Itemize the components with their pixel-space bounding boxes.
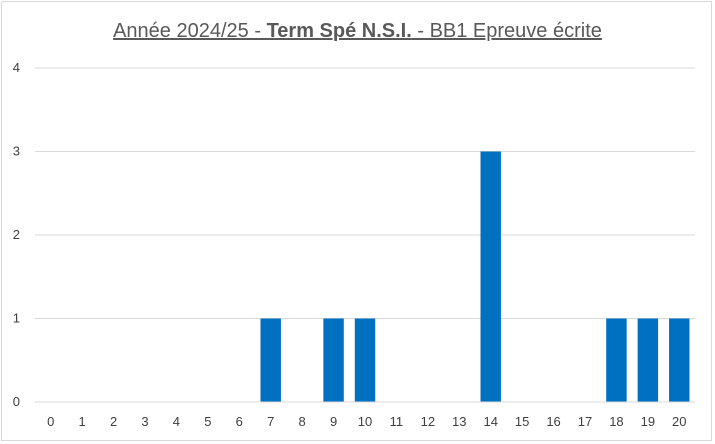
- x-tick-label: 19: [641, 414, 655, 429]
- x-tick-label: 18: [609, 414, 623, 429]
- bar: [637, 318, 659, 402]
- x-tick-label: 5: [204, 414, 211, 429]
- y-tick-label: 2: [13, 227, 20, 242]
- x-tick-label: 1: [79, 414, 86, 429]
- x-tick-label: 16: [546, 414, 560, 429]
- x-tick-label: 11: [390, 414, 404, 429]
- bar: [260, 318, 281, 402]
- bar: [323, 318, 344, 402]
- y-tick-label: 3: [13, 144, 20, 159]
- bar: [480, 151, 501, 402]
- chart-title-suffix: - BB1 Epreuve écrite: [411, 20, 602, 42]
- x-tick-label: 6: [236, 414, 243, 429]
- chart-title-bold: Term Spé N.S.I.: [266, 20, 412, 42]
- x-tick-label: 14: [483, 414, 497, 429]
- bar: [669, 318, 690, 402]
- x-tick-label: 9: [330, 414, 337, 429]
- y-tick-label: 0: [13, 394, 20, 409]
- x-tick-label: 15: [515, 414, 529, 429]
- bar: [354, 318, 376, 402]
- gridlines: [35, 67, 695, 319]
- x-tick-label: 13: [452, 414, 466, 429]
- chart-title-prefix: Année 2024/25 -: [113, 20, 267, 42]
- x-tick-label: 0: [47, 414, 54, 429]
- x-tick-label: 10: [358, 414, 372, 429]
- x-tick-label: 4: [173, 414, 180, 429]
- y-tick-label: 4: [13, 60, 20, 75]
- x-tick-label: 7: [267, 414, 274, 429]
- x-tick-label: 8: [299, 414, 306, 429]
- bar: [606, 318, 627, 402]
- x-tick-label: 3: [141, 414, 148, 429]
- x-tick-label: 20: [672, 414, 686, 429]
- x-tick-label: 12: [421, 414, 435, 429]
- x-tick-label: 17: [578, 414, 592, 429]
- chart-title: Année 2024/25 - Term Spé N.S.I. - BB1 Ep…: [0, 20, 715, 43]
- bars: [260, 151, 690, 402]
- y-tick-label: 1: [13, 311, 20, 326]
- x-tick-label: 2: [110, 414, 117, 429]
